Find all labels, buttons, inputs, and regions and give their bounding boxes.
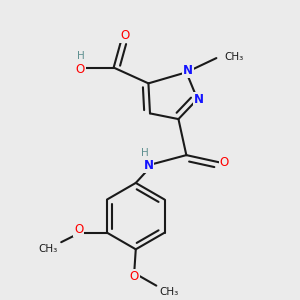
- Text: O: O: [76, 63, 85, 76]
- Text: O: O: [130, 270, 139, 283]
- Text: O: O: [220, 156, 229, 169]
- Text: H: H: [141, 148, 149, 158]
- Text: N: N: [194, 93, 204, 106]
- Text: CH₃: CH₃: [160, 287, 179, 297]
- Text: CH₃: CH₃: [39, 244, 58, 254]
- Text: H: H: [76, 51, 84, 61]
- Text: CH₃: CH₃: [224, 52, 244, 61]
- Text: N: N: [143, 159, 153, 172]
- Text: O: O: [74, 223, 83, 236]
- Text: O: O: [120, 29, 129, 43]
- Text: N: N: [183, 64, 193, 77]
